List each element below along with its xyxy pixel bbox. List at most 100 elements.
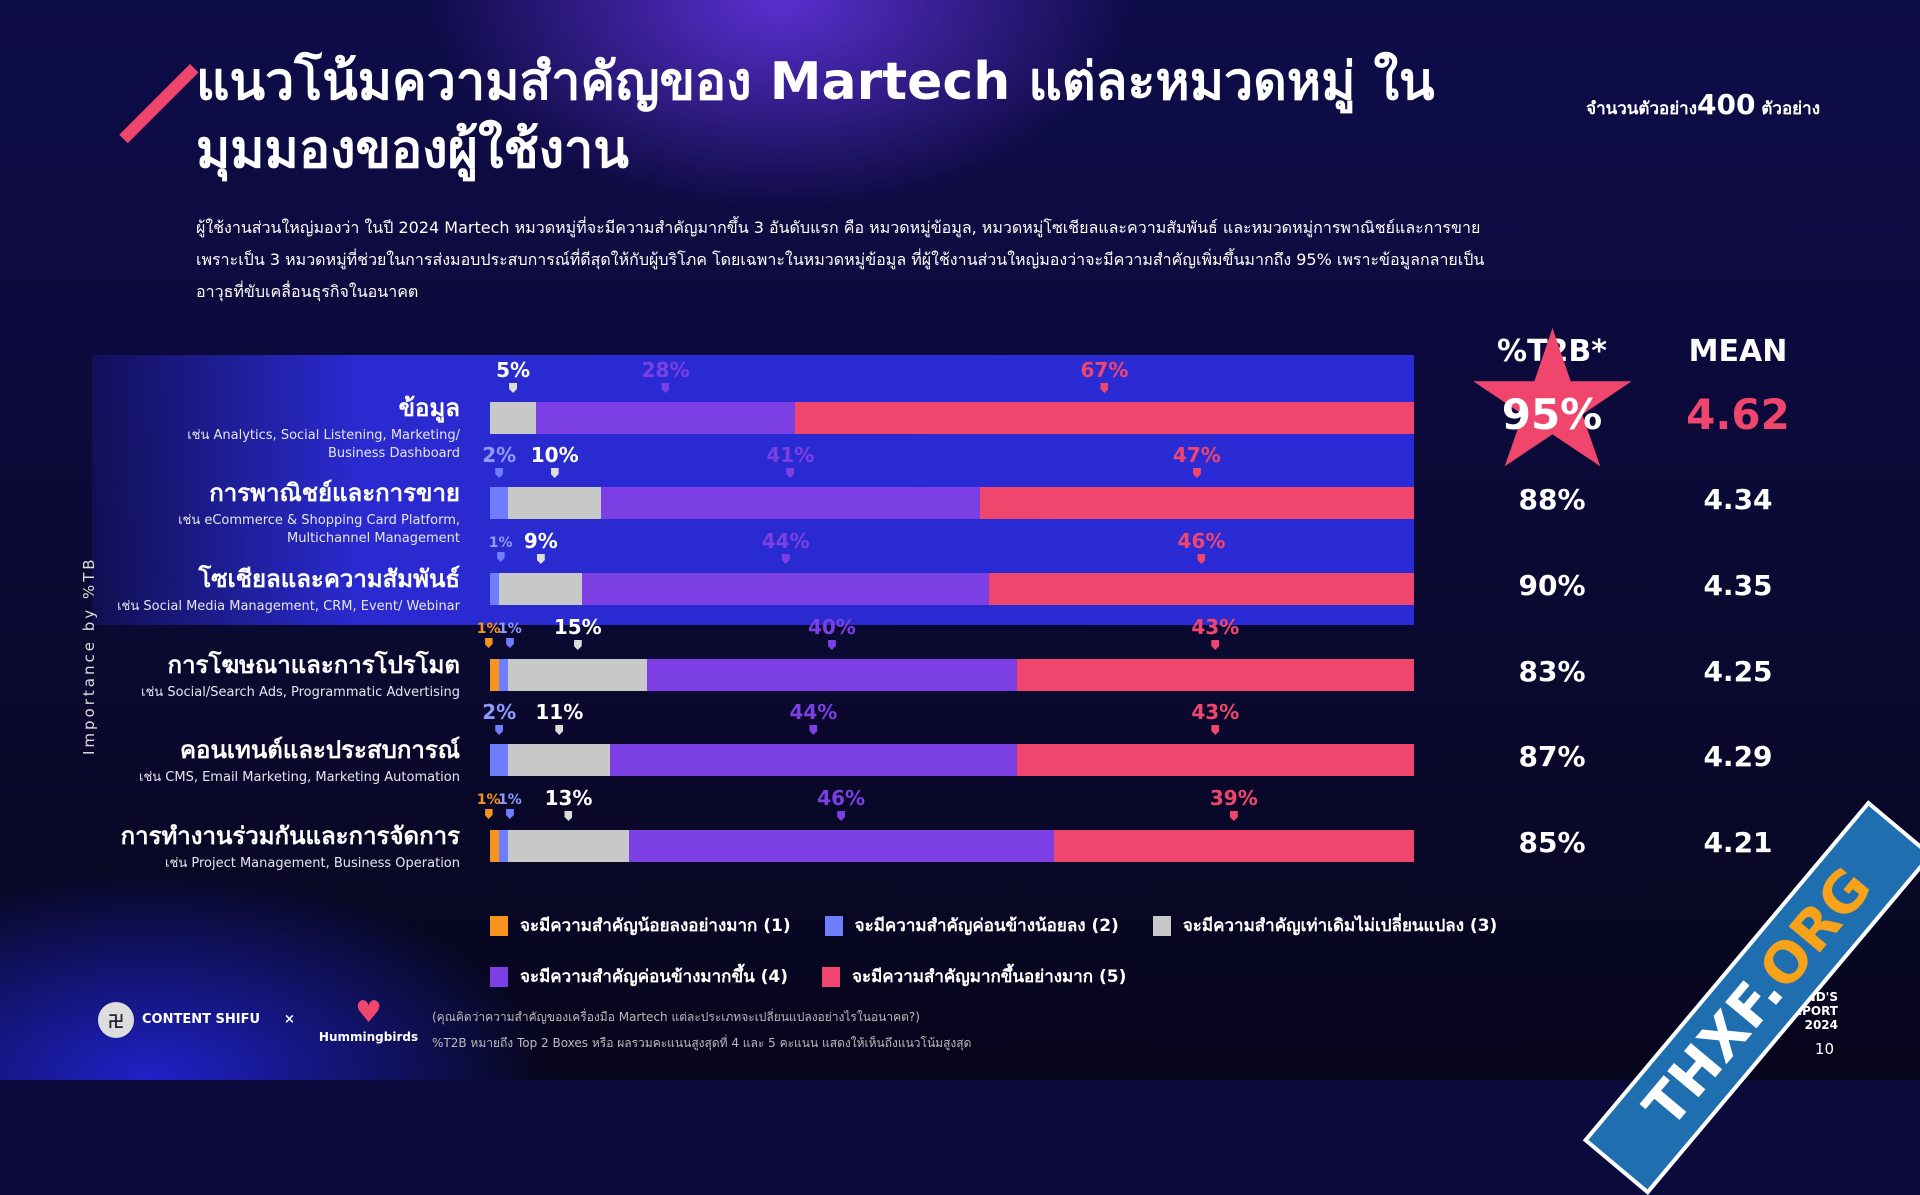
segment-value-label: 1% [498, 792, 522, 819]
category-examples: เช่น CMS, Email Marketing, Marketing Aut… [139, 770, 460, 785]
category-name: การโฆษณาและการโปรโมต [167, 651, 460, 679]
row-label: การโฆษณาและการโปรโมต เช่น Social/Search A… [141, 645, 460, 702]
segment-value-label: 40% [808, 615, 856, 650]
t2b-value: 88% [1518, 483, 1586, 516]
value-text: 5% [496, 358, 531, 382]
pointer-marker [505, 809, 514, 819]
bar-segment [508, 830, 629, 862]
legend-swatch [824, 915, 843, 936]
category-name: ข้อมูล [398, 394, 460, 422]
value-text: 43% [1191, 700, 1240, 724]
bar-segment [582, 573, 989, 605]
value-text: 2% [482, 443, 517, 467]
value-text: 41% [766, 443, 815, 467]
segment-value-label: 46% [1177, 529, 1226, 564]
hummingbirds-text: Hummingbirds [318, 1030, 419, 1044]
stacked-bar [490, 573, 1414, 605]
pointer-marker [550, 468, 559, 478]
bar-segment [628, 830, 1054, 862]
mean-value: 4.25 [1703, 655, 1773, 688]
pointer-marker [573, 640, 582, 650]
pointer-marker [827, 640, 836, 650]
segment-value-label: 2% [482, 700, 516, 735]
value-text: 2% [482, 700, 517, 724]
pointer-marker [496, 552, 505, 562]
content-shifu-logo: 卍 CONTENT SHIFU [98, 1001, 261, 1038]
segment-value-label: 15% [554, 615, 602, 650]
category-name: การพาณิชย์และการขาย [209, 479, 460, 507]
pointer-marker [661, 383, 670, 393]
legend-swatch [1152, 915, 1171, 936]
pointer-marker [786, 468, 795, 478]
mean-value: 4.35 [1703, 569, 1773, 602]
sample-prefix: จำนวนตัวอย่าง [1586, 99, 1698, 119]
bar-segment [1016, 659, 1414, 691]
segment-value-label: 47% [1173, 443, 1221, 478]
pointer-marker [536, 554, 545, 564]
row-label: คอนเทนต์และประสบการณ์ เช่น CMS, Email Mar… [139, 730, 460, 787]
category-examples: เช่น eCommerce & Shopping Card Platform, [178, 513, 460, 528]
pointer-marker [484, 809, 493, 819]
pointer-marker [509, 383, 518, 393]
row-label: โซเชียลและความสัมพันธ์ เช่น Social Media … [117, 559, 460, 616]
pointer-marker [564, 811, 573, 821]
segment-value-label: 9% [524, 529, 558, 564]
bar-segment [647, 659, 1017, 691]
category-name: โซเชียลและความสัมพันธ์ [198, 565, 460, 593]
bar-segment [508, 487, 601, 519]
bar-segment [794, 402, 1414, 434]
sample-count: 400 [1697, 88, 1756, 121]
pointer-marker [505, 638, 514, 648]
value-text: 46% [1177, 529, 1226, 553]
pointer-marker [1211, 640, 1220, 650]
mean-value: 4.62 [1686, 390, 1790, 439]
value-text: 67% [1080, 358, 1129, 382]
pointer-marker [809, 725, 818, 735]
value-text: 1% [476, 621, 501, 637]
stacked-bar [490, 830, 1414, 862]
legend-item: จะมีความสำคัญเท่าเดิมไม่เปลี่ยนแปลง (3) [1152, 912, 1498, 939]
mean-value: 4.21 [1703, 826, 1773, 859]
segment-value-label: 39% [1210, 786, 1258, 821]
t2b-value: 85% [1518, 826, 1586, 859]
bar-segment [610, 744, 1017, 776]
legend-label: จะมีความสำคัญมากขึ้นอย่างมาก (5) [852, 967, 1127, 987]
value-text: 46% [817, 786, 866, 810]
bar-segment [490, 744, 509, 776]
legend-label: จะมีความสำคัญเท่าเดิมไม่เปลี่ยนแปลง (3) [1182, 916, 1498, 936]
legend-label: จะมีความสำคัญน้อยลงอย่างมาก (1) [520, 916, 791, 936]
segment-value-label: 44% [762, 529, 810, 564]
value-text: 11% [535, 700, 584, 724]
value-text: 1% [488, 535, 513, 551]
value-text: 43% [1191, 615, 1240, 639]
bar-segment [1053, 830, 1414, 862]
category-examples: Business Dashboard [328, 446, 460, 461]
hummingbirds-logo: ♥ Hummingbirds [318, 995, 419, 1044]
legend-item: จะมีความสำคัญค่อนข้างมากขึ้น (4) [490, 963, 788, 990]
value-text: 47% [1172, 443, 1221, 467]
value-text: 15% [553, 615, 602, 639]
logo-separator: × [284, 1012, 295, 1027]
stacked-bar [490, 487, 1414, 519]
legend-swatch [822, 966, 840, 987]
shifu-text: CONTENT SHIFU [142, 1012, 261, 1027]
mean-value: 4.34 [1703, 483, 1773, 516]
legend: จะมีความสำคัญน้อยลงอย่างมาก (1) จะมีความส… [490, 912, 1590, 990]
segment-value-label: 41% [766, 443, 814, 478]
segment-value-label: 1% [477, 792, 501, 819]
footnote-question: (คุณคิดว่าความสำคัญของเครื่องมือ Martech… [432, 1010, 920, 1024]
segment-value-label: 43% [1191, 700, 1239, 735]
row-label: ข้อมูล เช่น Analytics, Social Listening, … [187, 388, 460, 463]
t2b-value: 87% [1518, 740, 1586, 773]
bar-segment [499, 573, 583, 605]
legend-label: จะมีความสำคัญค่อนข้างน้อยลง (2) [854, 916, 1119, 936]
legend-item: จะมีความสำคัญมากขึ้นอย่างมาก (5) [822, 963, 1126, 990]
bar-segment [508, 744, 611, 776]
pointer-marker [1192, 468, 1201, 478]
segment-value-label: 1% [498, 621, 522, 648]
stacked-bar [490, 744, 1414, 776]
page-title: แนวโน้มความสำคัญของ Martech แต่ละหมวดหมู… [196, 52, 1435, 180]
legend-swatch [490, 966, 508, 987]
shifu-icon: 卍 [98, 1001, 134, 1038]
pointer-marker [1211, 725, 1220, 735]
